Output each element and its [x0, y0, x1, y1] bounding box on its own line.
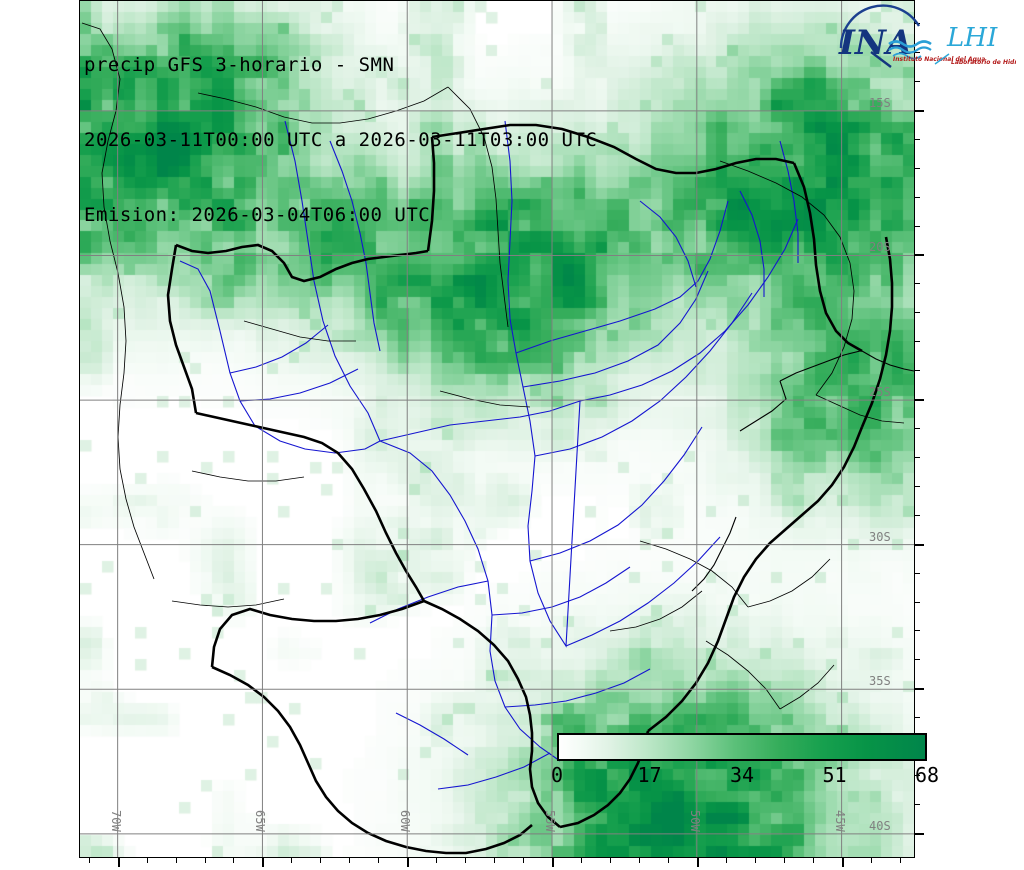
- axis-label-x-70W: 70W: [108, 810, 123, 832]
- tick-x-66W: [233, 858, 235, 863]
- tick-x-51W: [667, 858, 669, 863]
- tick-x-64W: [291, 858, 293, 863]
- colorbar: 0 17 34 51 68: [551, 733, 939, 787]
- tick-y-40S: [915, 832, 924, 835]
- logo-area: INA Instituto Nacional del Agua LHI Labo…: [831, 4, 1024, 70]
- tick-y-30S: [915, 543, 924, 546]
- tick-y-21S: [915, 283, 920, 285]
- axis-label-y-25S: 25S: [869, 385, 891, 400]
- tick-x-49W: [725, 858, 727, 863]
- tick-y-27S: [915, 456, 920, 458]
- axis-label-x-60W: 60W: [398, 810, 413, 832]
- title-line-variable: precip GFS 3-horario - SMN: [84, 54, 395, 76]
- title-block: precip GFS 3-horario - SMN 2026-03-11T00…: [84, 3, 597, 253]
- tick-y-25S: [915, 399, 924, 402]
- axis-label-x-65W: 65W: [253, 810, 268, 832]
- colorbar-tick-34: 34: [729, 763, 755, 787]
- tick-x-55W: [552, 858, 555, 867]
- tick-x-69W: [146, 858, 148, 863]
- tick-x-48W: [754, 858, 756, 863]
- tick-y-38S: [915, 775, 920, 777]
- tick-y-17S: [915, 167, 920, 169]
- tick-x-70W: [117, 858, 120, 867]
- axis-label-y-30S: 30S: [869, 529, 891, 544]
- tick-y-31S: [915, 572, 920, 574]
- tick-x-52W: [638, 858, 640, 863]
- tick-y-36S: [915, 717, 920, 719]
- tick-y-35S: [915, 688, 924, 691]
- title-line-emission: Emision: 2026-03-04T06:00 UTC: [84, 204, 431, 226]
- axis-label-x-50W: 50W: [687, 810, 702, 832]
- tick-y-19S: [915, 225, 920, 227]
- tick-y-22S: [915, 312, 920, 314]
- tick-x-68W: [175, 858, 177, 863]
- tick-x-43W: [899, 858, 901, 863]
- colorbar-tick-0: 0: [550, 763, 564, 787]
- colorbar-tick-68: 68: [914, 763, 940, 787]
- axis-label-y-35S: 35S: [869, 674, 891, 689]
- tick-y-24S: [915, 370, 920, 372]
- coastline-layer: [691, 350, 914, 592]
- axis-label-y-15S: 15S: [869, 95, 891, 110]
- tick-y-26S: [915, 428, 920, 429]
- tick-y-39S: [915, 803, 920, 805]
- colorbar-gradient: [557, 733, 927, 761]
- tick-x-45W: [841, 858, 844, 867]
- tick-x-60W: [407, 858, 410, 867]
- tick-x-47W: [783, 858, 785, 863]
- tick-x-44W: [870, 858, 872, 863]
- map-plot-frame: [79, 0, 915, 858]
- ina-lhi-logo: INA Instituto Nacional del Agua LHI Labo…: [838, 4, 1024, 68]
- tick-x-50W: [696, 858, 699, 867]
- colorbar-tick-51: 51: [822, 763, 847, 787]
- tick-y-32S: [915, 601, 920, 603]
- tick-x-57W: [494, 858, 496, 863]
- tick-y-29S: [915, 514, 920, 516]
- tick-x-65W: [262, 858, 265, 867]
- tick-x-54W: [580, 858, 582, 863]
- lhi-subtitle: Laboratorio de Hidrologia: [951, 59, 1016, 66]
- tick-x-58W: [465, 858, 467, 863]
- lat-lon-gridlines-layer: [80, 1, 914, 857]
- tick-y-33S: [915, 630, 920, 632]
- tick-x-61W: [378, 858, 380, 863]
- axis-label-x-45W: 45W: [832, 810, 847, 832]
- precipitation-heatmap-layer: [80, 1, 914, 857]
- tick-y-14S: [915, 80, 920, 82]
- tick-y-23S: [915, 341, 920, 343]
- tick-x-67W: [204, 858, 206, 863]
- title-line-valid-period: 2026-03-11T00:00 UTC a 2026-03-11T03:00 …: [84, 129, 598, 151]
- tick-x-71W: [88, 858, 90, 863]
- tick-y-18S: [915, 196, 920, 198]
- axis-label-y-20S: 20S: [869, 240, 891, 255]
- tick-y-13S: [915, 52, 920, 54]
- axis-label-y-40S: 40S: [869, 818, 891, 833]
- ina-subtitle: Instituto Nacional del Agua: [893, 56, 985, 63]
- tick-x-59W: [436, 858, 438, 863]
- tick-x-62W: [349, 858, 351, 863]
- tick-x-46W: [812, 858, 814, 863]
- tick-y-15S: [915, 109, 924, 112]
- tick-y-16S: [915, 138, 920, 140]
- tick-x-53W: [609, 858, 611, 863]
- axis-label-x-55W: 55W: [543, 810, 558, 832]
- tick-y-20S: [915, 254, 924, 257]
- colorbar-tick-17: 17: [637, 763, 662, 787]
- tick-x-63W: [320, 858, 322, 863]
- tick-y-34S: [915, 659, 920, 661]
- tick-x-56W: [523, 858, 525, 863]
- lhi-wordmark: LHI: [946, 23, 998, 53]
- tick-y-28S: [915, 485, 920, 487]
- rivers-layer: [179, 120, 799, 790]
